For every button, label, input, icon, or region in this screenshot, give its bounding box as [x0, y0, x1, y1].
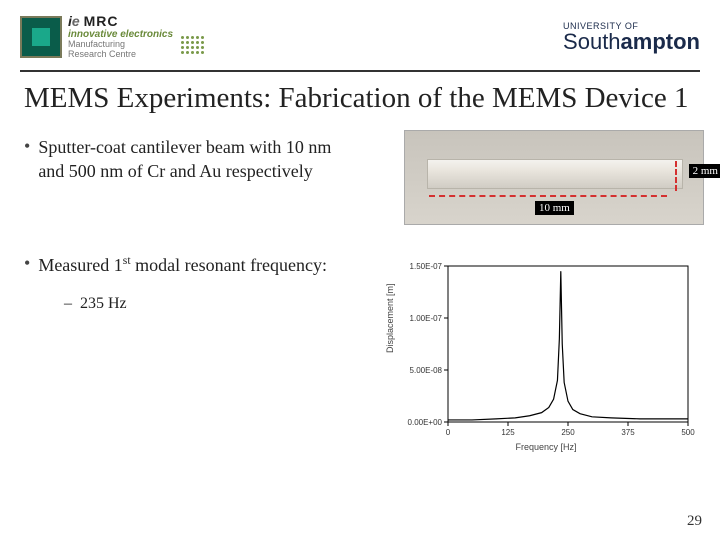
logo-tagline-3: Research Centre [68, 50, 173, 60]
brand-e: e [72, 13, 80, 29]
chip-icon [20, 16, 62, 58]
sub-bullet-text: 235 Hz [80, 295, 127, 313]
svg-text:1.50E-07: 1.50E-07 [410, 262, 443, 271]
iemrc-logo-text: ie MRC innovative electronics Manufactur… [68, 14, 204, 60]
cantilever-photo: 10 mm [404, 130, 704, 225]
southampton-logo: UNIVERSITY OF Southampton [563, 22, 700, 53]
cantilever-figure: 10 mm 2 mm [404, 130, 704, 225]
dim-label-width: 2 mm [689, 164, 720, 178]
bullet-dot: • [24, 253, 30, 277]
page-number: 29 [687, 513, 702, 530]
cantilever-beam [427, 159, 683, 189]
slide-header: ie MRC innovative electronics Manufactur… [0, 0, 720, 70]
bullet-2-text: Measured 1st modal resonant frequency: [38, 253, 327, 277]
svg-text:375: 375 [621, 428, 635, 437]
slide-content: • Sputter-coat cantilever beam with 10 n… [0, 130, 720, 319]
svg-text:0: 0 [446, 428, 451, 437]
svg-text:1.00E-07: 1.00E-07 [410, 314, 443, 323]
dim-label-length: 10 mm [535, 201, 574, 215]
sub-bullet-dash: – [64, 295, 72, 313]
resonance-chart: 0 125 250 375 500 0.00E+00 5.00E-08 1.00E-07 1.5… [396, 258, 696, 448]
dim-line-length [429, 195, 667, 197]
slide-title: MEMS Experiments: Fabrication of the MEM… [0, 72, 720, 130]
svg-text:125: 125 [501, 428, 515, 437]
svg-text:500: 500 [681, 428, 695, 437]
bullet-1-text: Sputter-coat cantilever beam with 10 nm … [38, 136, 344, 183]
uni-name: Southampton [563, 31, 700, 53]
svg-text:250: 250 [561, 428, 575, 437]
svg-text:5.00E-08: 5.00E-08 [410, 366, 443, 375]
bullet-1: • Sputter-coat cantilever beam with 10 n… [24, 136, 344, 183]
svg-text:0.00E+00: 0.00E+00 [408, 418, 443, 427]
dim-line-width [675, 161, 677, 191]
chart-svg: 0 125 250 375 500 0.00E+00 5.00E-08 1.00E-07 1.5… [396, 258, 696, 448]
chart-xlabel: Frequency [Hz] [515, 442, 576, 452]
iemrc-logo: ie MRC innovative electronics Manufactur… [20, 14, 204, 60]
bullet-dot: • [24, 136, 30, 183]
chart-ylabel: Displacement [m] [385, 284, 395, 354]
bullet-2: • Measured 1st modal resonant frequency: [24, 253, 344, 277]
brand-mrc: MRC [84, 13, 119, 29]
dots-grid-icon [181, 36, 204, 54]
